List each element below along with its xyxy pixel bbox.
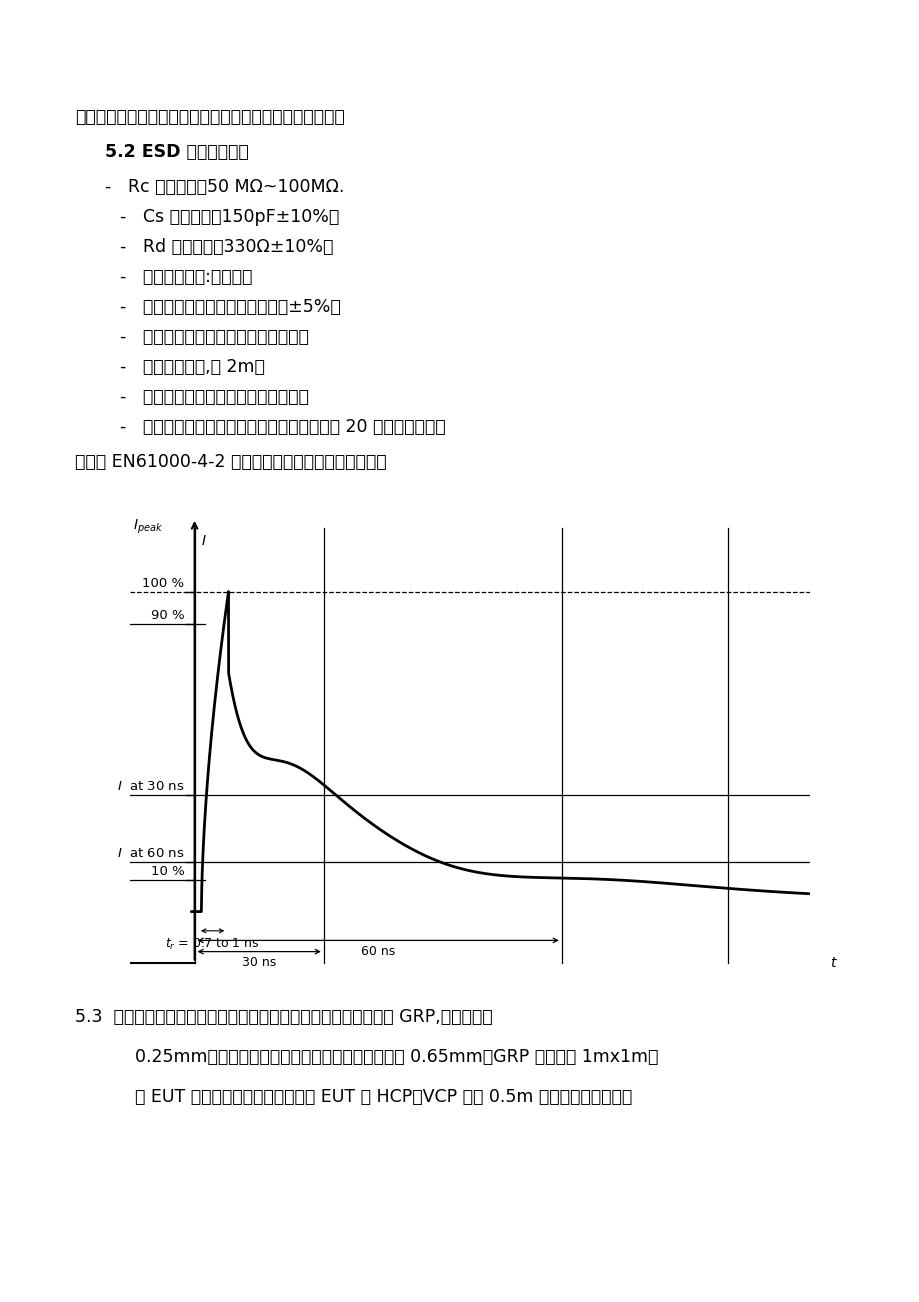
Text: 100 %: 100 % xyxy=(142,577,184,590)
Text: $\mathit{I}$: $\mathit{I}$ xyxy=(201,534,207,548)
Text: -   可調整之放電操作模式如單擊放電極及每秒 20 次之重複放電。: - 可調整之放電操作模式如單擊放電極及每秒 20 次之重複放電。 xyxy=(119,418,445,436)
Text: -   放電迂路電總,長 2m。: - 放電迂路電總,長 2m。 xyxy=(119,358,265,376)
Text: -   輸出電壓極性:正與負。: - 輸出電壓極性:正與負。 xyxy=(119,268,252,286)
Text: -   具有圓形放電電極及尖形放電電極。: - 具有圓形放電電極及尖形放電電極。 xyxy=(119,328,309,346)
Text: $\mathit{I}$  at 60 ns: $\mathit{I}$ at 60 ns xyxy=(117,848,184,861)
Text: 10 %: 10 % xyxy=(151,865,184,878)
Text: 30 ns: 30 ns xyxy=(242,957,276,970)
Text: $\mathit{I}$  at 30 ns: $\mathit{I}$ at 30 ns xyxy=(117,780,184,793)
Text: -   具有接觸放電開關及空間放電開關。: - 具有接觸放電開關及空間放電開關。 xyxy=(119,388,309,406)
Text: 依 EUT 大小而定。其每一面應超出 EUT 或 HCP、VCP 至少 0.5m 並連接至接地系統。: 依 EUT 大小而定。其每一面應超出 EUT 或 HCP、VCP 至少 0.5m… xyxy=(135,1088,631,1105)
Text: -   Rd 放電電阻：330Ω±10%。: - Rd 放電電阻：330Ω±10%。 xyxy=(119,238,333,256)
Text: -   Rc 充電電阻：50 MΩ~100MΩ.: - Rc 充電電阻：50 MΩ~100MΩ. xyxy=(105,178,344,197)
Text: 5.2 ESD 產生器之特性: 5.2 ESD 產生器之特性 xyxy=(105,143,248,161)
Text: $t_r$ = 0.7 to 1 ns: $t_r$ = 0.7 to 1 ns xyxy=(165,937,259,952)
Text: 60 ns: 60 ns xyxy=(360,945,395,958)
Text: $\mathit{t}$: $\mathit{t}$ xyxy=(830,956,837,970)
Text: 5.3  實驗室之測試場地配置：實驗室之地面應有一銅或頓製的金屬 GRP,其厕度至少: 5.3 實驗室之測試場地配置：實驗室之地面應有一銅或頓製的金屬 GRP,其厕度至… xyxy=(75,1008,492,1026)
Text: -   輸出電壓指示値之容許誤差値：±5%。: - 輸出電壓指示値之容許誤差値：±5%。 xyxy=(119,298,340,316)
Text: 可符合 EN61000-4-2 之放電電流波形，如下圖一所示。: 可符合 EN61000-4-2 之放電電流波形，如下圖一所示。 xyxy=(75,453,386,471)
Text: 90 %: 90 % xyxy=(151,609,184,622)
Text: -   Cs 儲能電容：150pF±10%。: - Cs 儲能電容：150pF±10%。 xyxy=(119,208,339,227)
Text: 同的放電測試方法而有不同的電壓，其嚴酷度是不相同的。: 同的放電測試方法而有不同的電壓，其嚴酷度是不相同的。 xyxy=(75,108,345,126)
Text: 0.25mm。如果使用別種金屬材料，其厕度至少應有 0.65mm。GRP 尺寸至少 1mx1m，: 0.25mm。如果使用別種金屬材料，其厕度至少應有 0.65mm。GRP 尺寸至… xyxy=(135,1048,658,1066)
Text: $\mathit{I}_{peak}$: $\mathit{I}_{peak}$ xyxy=(133,518,164,536)
